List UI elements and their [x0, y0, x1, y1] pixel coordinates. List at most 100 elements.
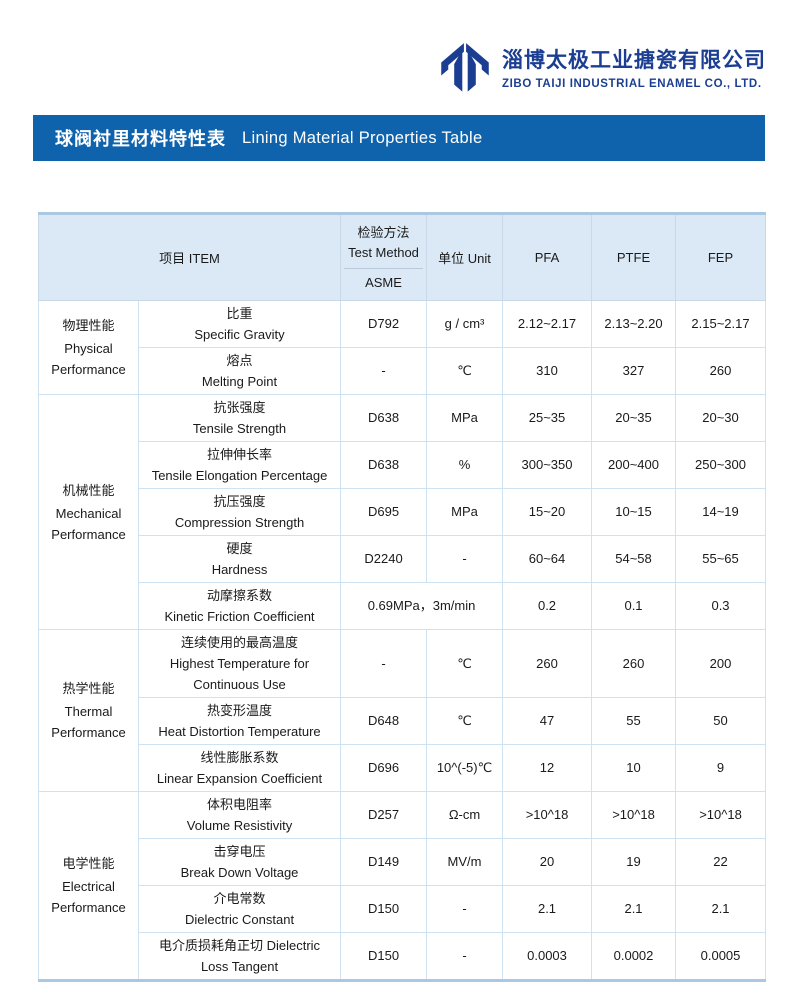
pfa-value: 310 [502, 347, 593, 395]
pfa-value: 25~35 [502, 394, 593, 442]
table-row: 拉伸伸长率 Tensile Elongation Percentage D638… [39, 441, 767, 489]
pfa-value: 260 [502, 629, 593, 698]
table-row: 电介质损耗角正切 Dielectric Loss Tangent D150 - … [39, 932, 767, 981]
pfa-value: 12 [502, 744, 593, 792]
company-name-en: ZIBO TAIJI INDUSTRIAL ENAMEL CO., LTD. [502, 77, 762, 90]
table-row: 抗压强度 Compression Strength D695 MPa 15~20… [39, 488, 767, 536]
page-title-en: Lining Material Properties Table [242, 128, 483, 147]
fep-value: 22 [675, 838, 767, 886]
fep-value: 200 [675, 629, 767, 698]
test-method-en: Test Method [348, 245, 419, 260]
company-name-block: 淄博太极工业搪瓷有限公司 ZIBO TAIJI INDUSTRIAL ENAME… [502, 48, 766, 89]
table-row: 物理性能 Physical Performance 比重 Specific Gr… [38, 300, 767, 395]
table-row: 击穿电压 Break Down Voltage D149 MV/m 20 19 … [39, 838, 767, 886]
category-cn: 电学性能 [62, 856, 115, 871]
fep-value: 55~65 [675, 535, 767, 583]
property-name: 电介质损耗角正切 Dielectric Loss Tangent [137, 932, 342, 981]
fep-value: 14~19 [675, 488, 767, 536]
test-method-cn: 检验方法 [357, 225, 410, 240]
ptfe-value: 20~35 [591, 394, 677, 442]
test-method-value: D150 [340, 885, 428, 933]
pfa-value: 0.0003 [502, 932, 593, 981]
test-method-value: D792 [340, 300, 428, 348]
category-electrical: 电学性能 Electrical Performance [38, 791, 139, 981]
ptfe-value: 0.1 [591, 582, 677, 630]
pfa-value: 2.12~2.17 [502, 300, 593, 348]
company-name-cn: 淄博太极工业搪瓷有限公司 [502, 49, 766, 73]
fep-value: 0.3 [675, 582, 767, 630]
test-method-value: D2240 [340, 535, 428, 583]
property-name: 动摩擦系数 Kinetic Friction Coefficient [137, 582, 342, 630]
property-name: 抗张强度 Tensile Strength [137, 394, 342, 442]
ptfe-value: 55 [591, 697, 677, 745]
section-title-bar: 球阀衬里材料特性表 Lining Material Properties Tab… [33, 115, 765, 161]
page-title-cn: 球阀衬里材料特性表 [55, 129, 226, 149]
fep-value: 9 [675, 744, 767, 792]
test-method-value: D638 [340, 394, 428, 442]
unit-value: - [426, 535, 504, 583]
properties-table-wrapper: 项目 ITEM 检验方法 Test Method ASME 单位 Unit PF… [37, 212, 767, 982]
unit-value: MV/m [426, 838, 504, 886]
pfa-value: 47 [502, 697, 593, 745]
ptfe-value: 10 [591, 744, 677, 792]
table-row: 机械性能 Mechanical Performance 抗张强度 Tensile… [38, 394, 767, 630]
pfa-value: >10^18 [502, 791, 593, 839]
unit-value: MPa [426, 394, 504, 442]
table-row: 电学性能 Electrical Performance 体积电阻率 Volume… [38, 791, 767, 981]
property-name: 比重 Specific Gravity [137, 300, 342, 348]
test-method-value: D638 [340, 441, 428, 489]
col-header-ptfe: PTFE [591, 213, 677, 301]
test-condition-value: 0.69MPa，3m/min [340, 582, 504, 630]
fep-value: 250~300 [675, 441, 767, 489]
category-en: Physical Performance [51, 341, 126, 377]
test-method-value: D257 [340, 791, 428, 839]
test-method-value: - [340, 347, 428, 395]
property-name: 连续使用的最高温度 Highest Temperature for Contin… [137, 629, 342, 698]
table-row: 热变形温度 Heat Distortion Temperature D648 ℃… [39, 697, 767, 745]
test-method-standard: ASME [365, 275, 402, 290]
category-cn: 物理性能 [62, 318, 115, 333]
table-row: 动摩擦系数 Kinetic Friction Coefficient 0.69M… [39, 582, 767, 630]
ptfe-value: 10~15 [591, 488, 677, 536]
unit-value: % [426, 441, 504, 489]
property-name: 介电常数 Dielectric Constant [137, 885, 342, 933]
test-method-value: - [340, 629, 428, 698]
ptfe-value: 327 [591, 347, 677, 395]
category-en: Thermal Performance [51, 704, 126, 740]
fep-value: 260 [675, 347, 767, 395]
unit-value: g / cm³ [426, 300, 504, 348]
property-name: 体积电阻率 Volume Resistivity [137, 791, 342, 839]
lining-material-properties-table: 项目 ITEM 检验方法 Test Method ASME 单位 Unit PF… [37, 212, 767, 982]
test-method-value: D695 [340, 488, 428, 536]
unit-value: - [426, 885, 504, 933]
pfa-value: 15~20 [502, 488, 593, 536]
pfa-value: 300~350 [502, 441, 593, 489]
property-name: 线性膨胀系数 Linear Expansion Coefficient [137, 744, 342, 792]
category-mechanical: 机械性能 Mechanical Performance [38, 394, 139, 630]
category-thermal: 热学性能 Thermal Performance [38, 629, 139, 792]
pfa-value: 20 [502, 838, 593, 886]
test-method-label: 检验方法 Test Method [344, 217, 424, 269]
property-name: 熔点 Melting Point [137, 347, 342, 395]
col-header-fep: FEP [675, 213, 767, 301]
unit-value: Ω-cm [426, 791, 504, 839]
ptfe-value: 54~58 [591, 535, 677, 583]
ptfe-value: 260 [591, 629, 677, 698]
test-method-value: D648 [340, 697, 428, 745]
property-name: 拉伸伸长率 Tensile Elongation Percentage [137, 441, 342, 489]
test-method-value: D149 [340, 838, 428, 886]
table-row: 硬度 Hardness D2240 - 60~64 54~58 55~65 [39, 535, 767, 583]
col-header-pfa: PFA [502, 213, 593, 301]
col-header-item: 项目 ITEM [37, 213, 342, 301]
property-name: 抗压强度 Compression Strength [137, 488, 342, 536]
table-row: 热学性能 Thermal Performance 连续使用的最高温度 Highe… [38, 629, 767, 792]
table-row: 介电常数 Dielectric Constant D150 - 2.1 2.1 … [39, 885, 767, 933]
col-header-unit: 单位 Unit [426, 213, 504, 301]
category-physical: 物理性能 Physical Performance [38, 300, 139, 395]
fep-value: 50 [675, 697, 767, 745]
table-row: 熔点 Melting Point - ℃ 310 327 260 [39, 347, 767, 395]
unit-value: 10^(-5)℃ [426, 744, 504, 792]
property-name: 击穿电压 Break Down Voltage [137, 838, 342, 886]
ptfe-value: 19 [591, 838, 677, 886]
